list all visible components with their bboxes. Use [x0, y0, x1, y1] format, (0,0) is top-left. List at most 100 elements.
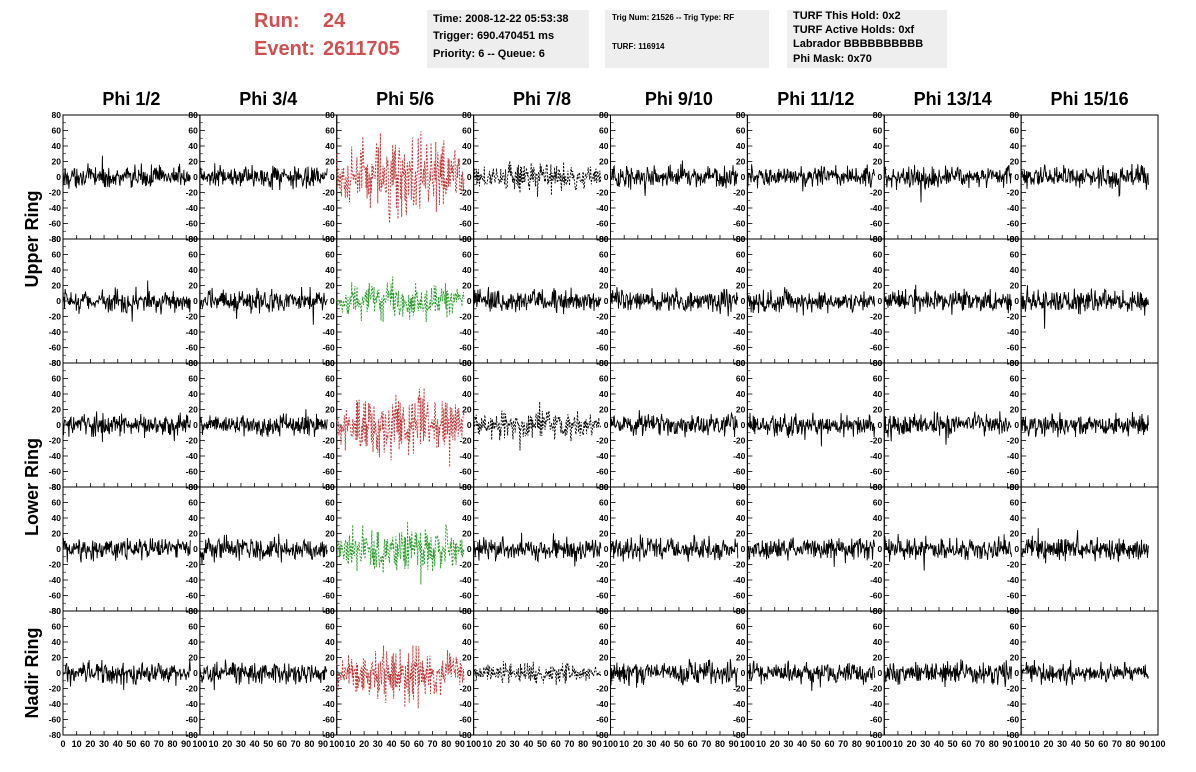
y-tick-label: 80	[462, 606, 472, 616]
y-tick-label: -20	[596, 188, 609, 198]
x-tick-label: 80	[715, 739, 725, 749]
y-tick-label: 0	[741, 172, 746, 182]
x-tick-label: 100	[603, 739, 618, 749]
y-tick-label: -60	[459, 715, 472, 725]
y-tick-label: 60	[188, 250, 198, 260]
y-tick-label: 20	[873, 529, 883, 539]
y-tick-label: -20	[870, 560, 883, 570]
x-tick-label: 100	[740, 739, 755, 749]
y-tick-label: -40	[596, 203, 609, 213]
y-tick-label: 40	[736, 141, 746, 151]
x-tick-label: 40	[250, 739, 260, 749]
y-tick-label: 60	[325, 498, 335, 508]
y-tick-label: 60	[736, 126, 746, 136]
y-tick-label: 60	[325, 622, 335, 632]
y-tick-label: -60	[1007, 591, 1020, 601]
y-tick-label: 0	[193, 420, 198, 430]
y-tick-label: -40	[49, 327, 62, 337]
x-tick-label: 50	[537, 739, 547, 749]
column-header: Phi 5/6	[376, 89, 434, 109]
y-tick-label: 80	[462, 358, 472, 368]
y-tick-label: -40	[870, 699, 883, 709]
turf-status-box: TURF This Hold: 0x2 TURF Active Holds: 0…	[787, 10, 947, 68]
y-tick-label: -40	[1007, 451, 1020, 461]
y-tick-label: -40	[186, 327, 199, 337]
x-tick-label: 20	[222, 739, 232, 749]
column-header: Phi 3/4	[239, 89, 297, 109]
y-tick-label: -40	[459, 451, 472, 461]
y-tick-label: -60	[49, 591, 62, 601]
y-tick-label: 40	[1010, 513, 1020, 523]
waveform-trace	[62, 155, 191, 189]
waveform-trace	[1020, 285, 1149, 329]
y-tick-label: -40	[186, 699, 199, 709]
x-tick-label: 10	[893, 739, 903, 749]
waveform-trace	[336, 131, 465, 224]
x-tick-label: 90	[729, 739, 739, 749]
y-tick-label: -20	[49, 188, 62, 198]
y-tick-label: 0	[330, 668, 335, 678]
y-tick-label: -20	[733, 436, 746, 446]
y-tick-label: -40	[186, 203, 199, 213]
y-tick-label: 40	[325, 389, 335, 399]
run-label: Run:	[254, 10, 300, 32]
y-tick-label: 80	[599, 358, 609, 368]
y-tick-label: 0	[878, 420, 883, 430]
y-tick-label: 60	[325, 250, 335, 260]
y-tick-label: 20	[599, 157, 609, 167]
time-trigger-box: Time: 2008-12-22 05:53:38 Trigger: 690.4…	[427, 10, 589, 68]
phi-mask-line: Phi Mask: 0x70	[793, 53, 872, 65]
y-tick-label: 0	[193, 668, 198, 678]
y-tick-label: -80	[186, 730, 199, 740]
waveform-trace	[473, 287, 602, 315]
y-tick-label: -20	[459, 684, 472, 694]
y-tick-label: -20	[870, 684, 883, 694]
waveform-trace	[473, 401, 602, 451]
y-tick-label: 60	[188, 374, 198, 384]
y-tick-label: 80	[325, 110, 335, 120]
y-tick-label: 60	[599, 126, 609, 136]
y-tick-label: 40	[188, 265, 198, 275]
y-tick-label: -20	[596, 560, 609, 570]
y-tick-label: 80	[325, 482, 335, 492]
y-tick-label: -40	[1007, 327, 1020, 337]
y-tick-label: -80	[322, 730, 335, 740]
waveform-trace	[199, 286, 328, 325]
y-tick-label: 40	[736, 637, 746, 647]
y-tick-label: 80	[188, 358, 198, 368]
y-tick-label: 20	[1010, 529, 1020, 539]
event-header: Run: 24 Event: 2611705 Time: 2008-12-22 …	[0, 0, 1196, 80]
x-tick-label: 60	[824, 739, 834, 749]
event-value: 2611705	[323, 38, 400, 60]
x-tick-label: 80	[167, 739, 177, 749]
y-tick-label: -60	[733, 219, 746, 229]
y-tick-label: -60	[49, 219, 62, 229]
y-tick-label: 20	[188, 281, 198, 291]
y-tick-label: 0	[330, 172, 335, 182]
waveform-trace	[747, 287, 876, 316]
x-tick-label: 100	[1150, 739, 1165, 749]
y-tick-label: -60	[733, 467, 746, 477]
y-tick-label: 40	[599, 389, 609, 399]
y-tick-label: -20	[49, 312, 62, 322]
y-tick-label: 60	[873, 374, 883, 384]
y-tick-label: 80	[462, 234, 472, 244]
y-tick-label: -40	[1007, 575, 1020, 585]
y-tick-label: -40	[459, 699, 472, 709]
waveform-trace	[883, 659, 1012, 688]
y-tick-label: 20	[1010, 281, 1020, 291]
waveform-trace	[610, 160, 739, 196]
y-tick-label: 40	[599, 141, 609, 151]
x-tick-label: 50	[400, 739, 410, 749]
waveform-trace	[336, 521, 465, 585]
y-tick-label: 80	[736, 234, 746, 244]
waveform-trace	[62, 537, 191, 563]
y-tick-label: 20	[52, 405, 62, 415]
y-tick-label: 60	[873, 250, 883, 260]
x-tick-label: 30	[920, 739, 930, 749]
y-tick-label: 40	[1010, 141, 1020, 151]
y-tick-label: 40	[52, 141, 62, 151]
x-tick-label: 60	[414, 739, 424, 749]
y-tick-label: 60	[873, 126, 883, 136]
labrador-line: Labrador BBBBBBBBBB	[793, 38, 924, 50]
